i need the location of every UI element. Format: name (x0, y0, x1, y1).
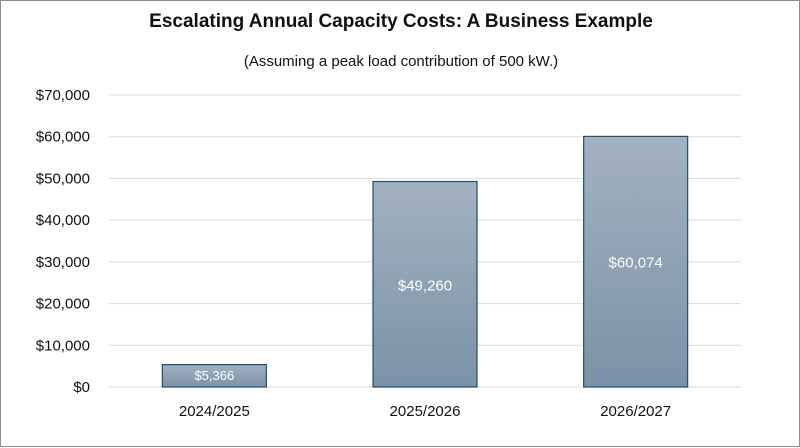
y-tick-label: $60,000 (36, 129, 90, 146)
y-axis-tick-labels: $0 $10,000 $20,000 $30,000 $40,000 $50,000 $60… (36, 87, 90, 396)
x-axis-category-labels: 2024/2025 2025/2026 2026/2027 (179, 403, 671, 420)
y-tick-label: $30,000 (36, 254, 90, 271)
bar-data-label: $60,074 (609, 255, 663, 272)
y-tick-label: $50,000 (36, 170, 90, 187)
y-tick-label: $0 (73, 379, 90, 396)
bar (161, 364, 267, 388)
bar-data-labels: $5,366 $49,260 $60,074 (194, 255, 662, 383)
x-category-label: 2025/2026 (390, 403, 461, 420)
bars (161, 135, 689, 388)
chart-title: Escalating Annual Capacity Costs: A Busi… (149, 11, 653, 32)
bar (583, 135, 689, 388)
bar-data-label: $5,366 (194, 368, 234, 383)
bar-data-label: $49,260 (398, 277, 452, 294)
bar (372, 180, 478, 388)
y-tick-label: $70,000 (36, 87, 90, 104)
x-category-label: 2024/2025 (179, 403, 250, 420)
y-tick-label: $40,000 (36, 212, 90, 229)
y-tick-label: $10,000 (36, 337, 90, 354)
y-tick-label: $20,000 (36, 296, 90, 313)
x-category-label: 2026/2027 (600, 403, 671, 420)
chart-subtitle: (Assuming a peak load contribution of 50… (243, 53, 559, 70)
